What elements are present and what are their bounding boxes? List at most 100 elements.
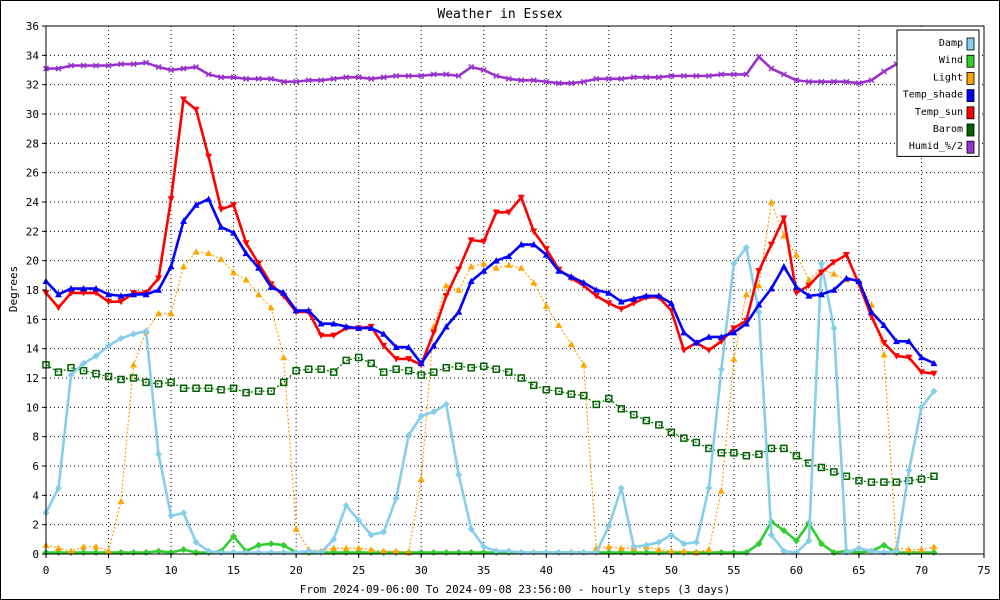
data-point-damp — [755, 308, 763, 316]
series-temp-shade — [42, 195, 938, 367]
y-tick-label: 12 — [26, 372, 39, 385]
data-point-humid-2 — [643, 74, 650, 81]
data-point-barom — [429, 368, 438, 376]
data-point-temp-shade — [142, 290, 150, 298]
data-point-damp — [855, 544, 863, 552]
data-point-humid-2 — [730, 71, 737, 78]
data-point-humid-2 — [818, 78, 825, 85]
data-point-wind — [792, 537, 800, 545]
data-point-temp-sun — [880, 340, 888, 347]
data-point-temp-shade — [692, 339, 700, 346]
data-point-light — [80, 543, 88, 550]
data-point-temp-sun — [230, 202, 238, 209]
data-point-light — [792, 251, 800, 258]
data-point-temp-shade — [67, 285, 75, 292]
data-point-light — [130, 361, 138, 368]
data-point-humid-2 — [443, 71, 450, 78]
data-point-barom — [617, 405, 626, 413]
data-point-wind — [880, 541, 888, 549]
data-point-temp-shade — [167, 263, 175, 270]
data-point-barom — [242, 388, 250, 397]
data-point-barom — [129, 374, 138, 382]
legend-swatch — [966, 72, 975, 85]
data-point-humid-2 — [205, 71, 212, 78]
data-point-barom — [530, 381, 538, 390]
data-point-humid-2 — [105, 62, 112, 69]
data-point-temp-sun — [755, 268, 763, 275]
data-point-temp-shade — [730, 329, 738, 336]
data-point-light — [367, 546, 375, 553]
data-point-damp — [392, 494, 400, 502]
data-point-damp — [655, 538, 663, 546]
data-point-damp — [667, 531, 675, 539]
data-point-wind — [230, 532, 238, 540]
data-point-light — [67, 547, 75, 554]
data-point-light — [267, 304, 275, 311]
data-point-temp-sun — [767, 241, 775, 249]
y-tick-label: 0 — [32, 548, 39, 561]
data-point-temp-shade — [630, 295, 638, 302]
data-point-light — [705, 546, 713, 553]
data-point-light — [230, 268, 238, 276]
data-point-temp-shade — [530, 241, 538, 248]
data-point-temp-sun — [67, 290, 75, 297]
data-point-temp-sun — [242, 240, 250, 247]
data-point-barom — [542, 385, 551, 394]
data-point-humid-2 — [805, 78, 812, 85]
data-point-humid-2 — [393, 72, 400, 79]
data-point-barom — [179, 384, 188, 393]
data-point-temp-sun — [842, 252, 850, 259]
data-point-temp-shade — [542, 251, 550, 258]
data-point-humid-2 — [593, 75, 600, 82]
y-tick-label: 2 — [32, 519, 39, 532]
data-point-damp — [105, 342, 113, 350]
data-point-barom — [717, 449, 726, 457]
data-point-temp-shade — [380, 330, 388, 337]
y-axis-label: Degrees — [7, 266, 20, 312]
x-tick-label: 25 — [352, 564, 365, 577]
data-point-temp-shade — [930, 359, 938, 367]
data-point-temp-shade — [517, 241, 525, 248]
data-point-temp-shade — [605, 289, 613, 296]
data-point-temp-sun — [592, 293, 600, 300]
data-point-damp — [480, 543, 488, 551]
data-point-temp-sun — [217, 206, 225, 213]
data-point-humid-2 — [480, 66, 487, 74]
data-point-damp — [67, 371, 75, 379]
data-point-temp-sun — [317, 332, 325, 339]
legend-label: Light — [933, 72, 963, 83]
data-point-light — [55, 544, 63, 551]
data-point-temp-shade — [880, 321, 888, 328]
data-point-humid-2 — [468, 64, 475, 71]
data-point-humid-2 — [143, 59, 150, 66]
data-point-damp — [130, 330, 138, 338]
legend-swatch — [966, 123, 975, 137]
data-point-temp-shade — [355, 324, 363, 331]
data-point-light — [380, 547, 388, 554]
data-point-temp-sun — [705, 347, 713, 354]
data-point-humid-2 — [255, 75, 262, 82]
y-tick-label: 34 — [26, 49, 40, 62]
data-point-temp-sun — [680, 347, 688, 354]
data-point-barom — [317, 365, 325, 373]
data-point-wind — [817, 540, 825, 548]
data-point-damp — [117, 334, 125, 342]
data-point-light — [930, 543, 938, 550]
x-tick-label: 20 — [290, 564, 303, 577]
data-point-humid-2 — [605, 75, 612, 82]
data-point-light — [805, 276, 813, 283]
data-point-damp — [930, 387, 938, 395]
data-point-temp-shade — [667, 299, 675, 306]
series-barom — [42, 353, 938, 486]
data-point-temp-shade — [617, 298, 625, 305]
data-point-temp-sun — [617, 306, 625, 313]
data-point-humid-2 — [380, 74, 387, 81]
data-point-temp-sun — [530, 228, 538, 235]
y-tick-label: 10 — [26, 401, 39, 414]
data-point-light — [105, 547, 113, 554]
data-point-temp-sun — [392, 356, 400, 363]
legend-label: Damp — [939, 38, 963, 49]
x-tick-label: 50 — [665, 564, 678, 577]
data-point-humid-2 — [493, 72, 500, 79]
data-point-damp — [192, 538, 200, 546]
